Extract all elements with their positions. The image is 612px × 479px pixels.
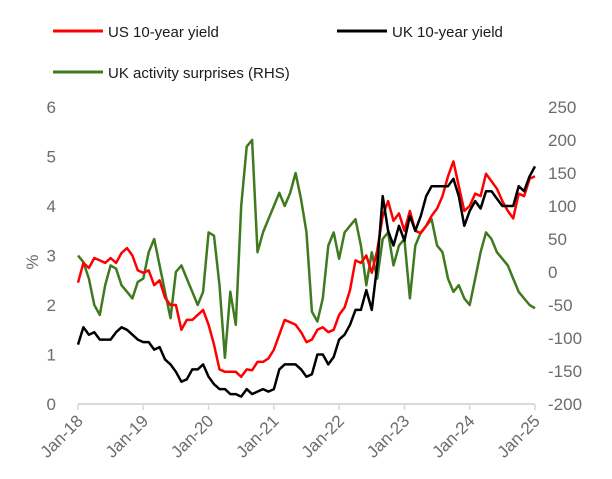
x-tick-label: Jan-22 xyxy=(298,411,348,461)
x-tick-label: Jan-23 xyxy=(363,411,413,461)
legend-label: US 10-year yield xyxy=(108,24,219,41)
y-tick-label-left: 5 xyxy=(47,148,56,167)
series-line-uk-activity-surprises-rhs xyxy=(77,138,536,360)
y-tick-label-right: -100 xyxy=(548,329,582,348)
y-tick-label-right: 100 xyxy=(548,197,576,216)
series-line-uk-10-year-yield xyxy=(76,165,537,398)
legend-label: UK 10-year yield xyxy=(392,24,503,41)
y-tick-label-right: 50 xyxy=(548,230,567,249)
y-tick-label-left: 2 xyxy=(47,296,56,315)
x-tick-label: Jan-19 xyxy=(102,411,152,461)
y-tick-label-right: 200 xyxy=(548,131,576,150)
x-tick-label: Jan-25 xyxy=(494,411,544,461)
y-tick-label-right: -200 xyxy=(548,395,582,414)
y-tick-label-right: 0 xyxy=(548,263,557,282)
y-tick-label-right: -150 xyxy=(548,362,582,381)
y-tick-label-right: 150 xyxy=(548,164,576,183)
x-tick-label: Jan-18 xyxy=(37,411,87,461)
y-tick-label-left: 0 xyxy=(47,395,56,414)
x-tick-label: Jan-24 xyxy=(428,411,478,461)
y-axis-label: % xyxy=(23,254,42,269)
x-tick-label: Jan-20 xyxy=(167,411,217,461)
x-tick-label: Jan-21 xyxy=(232,411,282,461)
series-lines xyxy=(76,138,537,398)
legend: US 10-year yield UK 10-year yield UK activ… xyxy=(53,24,503,82)
y-tick-label-left: 3 xyxy=(47,247,56,266)
y-tick-label-left: 1 xyxy=(47,346,56,365)
y-tick-label-left: 6 xyxy=(47,98,56,117)
y-tick-label-left: 4 xyxy=(47,197,56,216)
y-tick-label-right: 250 xyxy=(548,98,576,117)
series-line-us-10-year-yield xyxy=(76,160,536,379)
legend-label: UK activity surprises (RHS) xyxy=(108,65,290,82)
y-tick-label-right: -50 xyxy=(548,296,573,315)
